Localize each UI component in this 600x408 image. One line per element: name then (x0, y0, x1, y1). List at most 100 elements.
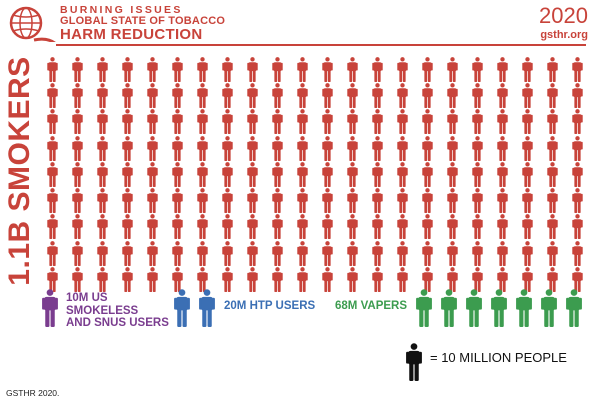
person-icon (416, 289, 432, 327)
person-icon (272, 57, 283, 82)
person-icon (522, 109, 533, 135)
person-icon (247, 266, 258, 292)
person-icon (247, 162, 258, 187)
person-icon (372, 240, 383, 266)
person-icon (72, 266, 83, 292)
header-title-line1: BURNING ISSUES (60, 4, 183, 16)
person-icon (122, 83, 133, 109)
person-icon (197, 214, 208, 240)
person-icon (297, 57, 308, 82)
person-icon (272, 240, 283, 266)
person-icon (147, 109, 158, 135)
person-icon (297, 214, 308, 240)
person-icon (497, 135, 508, 161)
person-icon (172, 109, 183, 135)
header-title-line2: GLOBAL STATE OF TOBACCO (60, 15, 226, 27)
person-icon (297, 83, 308, 109)
person-icon (397, 109, 408, 135)
person-icon (422, 162, 433, 187)
person-icon (297, 240, 308, 266)
person-icon (372, 135, 383, 161)
person-icon (147, 83, 158, 109)
person-icon (397, 240, 408, 266)
person-icon (72, 135, 83, 161)
person-icon (72, 83, 83, 109)
person-icon (97, 214, 108, 240)
person-icon (566, 289, 582, 327)
person-icon (547, 188, 558, 214)
person-icon (347, 135, 358, 161)
person-icon (422, 266, 433, 292)
person-icon (97, 240, 108, 266)
vapers-label: 68M VAPERS (335, 300, 408, 312)
person-icon (122, 214, 133, 240)
person-icon (197, 57, 208, 82)
person-icon (197, 188, 208, 214)
person-icon (47, 188, 58, 214)
person-icon (47, 83, 58, 109)
snus-label-line: 10M US (66, 292, 108, 304)
htp-icons (172, 289, 220, 327)
person-icon (572, 109, 583, 135)
person-icon (472, 83, 483, 109)
person-icon (47, 266, 58, 292)
person-icon (297, 266, 308, 292)
person-icon (147, 162, 158, 187)
person-icon (572, 214, 583, 240)
person-icon (122, 162, 133, 187)
person-icon (97, 188, 108, 214)
person-icon (397, 83, 408, 109)
person-icon (447, 240, 458, 266)
person-icon (347, 57, 358, 82)
person-icon (247, 57, 258, 82)
person-icon (572, 83, 583, 109)
person-icon (497, 162, 508, 187)
person-icon (272, 83, 283, 109)
person-icon (547, 240, 558, 266)
person-icon (322, 266, 333, 292)
person-icon (272, 266, 283, 292)
person-icon (147, 214, 158, 240)
person-icon (47, 162, 58, 187)
person-icon (522, 214, 533, 240)
person-icon (347, 240, 358, 266)
person-icon (447, 188, 458, 214)
person-icon (174, 289, 190, 327)
person-icon (97, 57, 108, 82)
person-icon (147, 135, 158, 161)
person-icon (422, 135, 433, 161)
person-icon (272, 109, 283, 135)
person-icon (97, 109, 108, 135)
person-icon (422, 57, 433, 82)
person-icon (522, 135, 533, 161)
person-icon (447, 266, 458, 292)
smokers-label-container: 1.1B SMOKERS (0, 56, 40, 285)
person-icon (172, 162, 183, 187)
person-icon (222, 83, 233, 109)
person-icon (422, 214, 433, 240)
person-icon (172, 214, 183, 240)
person-icon (247, 214, 258, 240)
person-icon (472, 214, 483, 240)
person-icon (347, 162, 358, 187)
person-icon (572, 188, 583, 214)
person-icon (472, 188, 483, 214)
person-icon (322, 109, 333, 135)
footer-credit: GSTHR 2020. (6, 388, 60, 398)
person-icon (422, 83, 433, 109)
person-icon (222, 266, 233, 292)
person-icon (172, 83, 183, 109)
person-icon (199, 289, 215, 327)
person-icon (122, 240, 133, 266)
person-icon (522, 162, 533, 187)
person-icon (522, 266, 533, 292)
person-icon (272, 214, 283, 240)
person-icon (397, 266, 408, 292)
person-icon (222, 135, 233, 161)
person-icon (372, 266, 383, 292)
person-icon (247, 188, 258, 214)
person-icon (172, 135, 183, 161)
key-icon-holder (404, 343, 426, 381)
header-site-link[interactable]: gsthr.org (540, 29, 588, 41)
person-icon (297, 135, 308, 161)
